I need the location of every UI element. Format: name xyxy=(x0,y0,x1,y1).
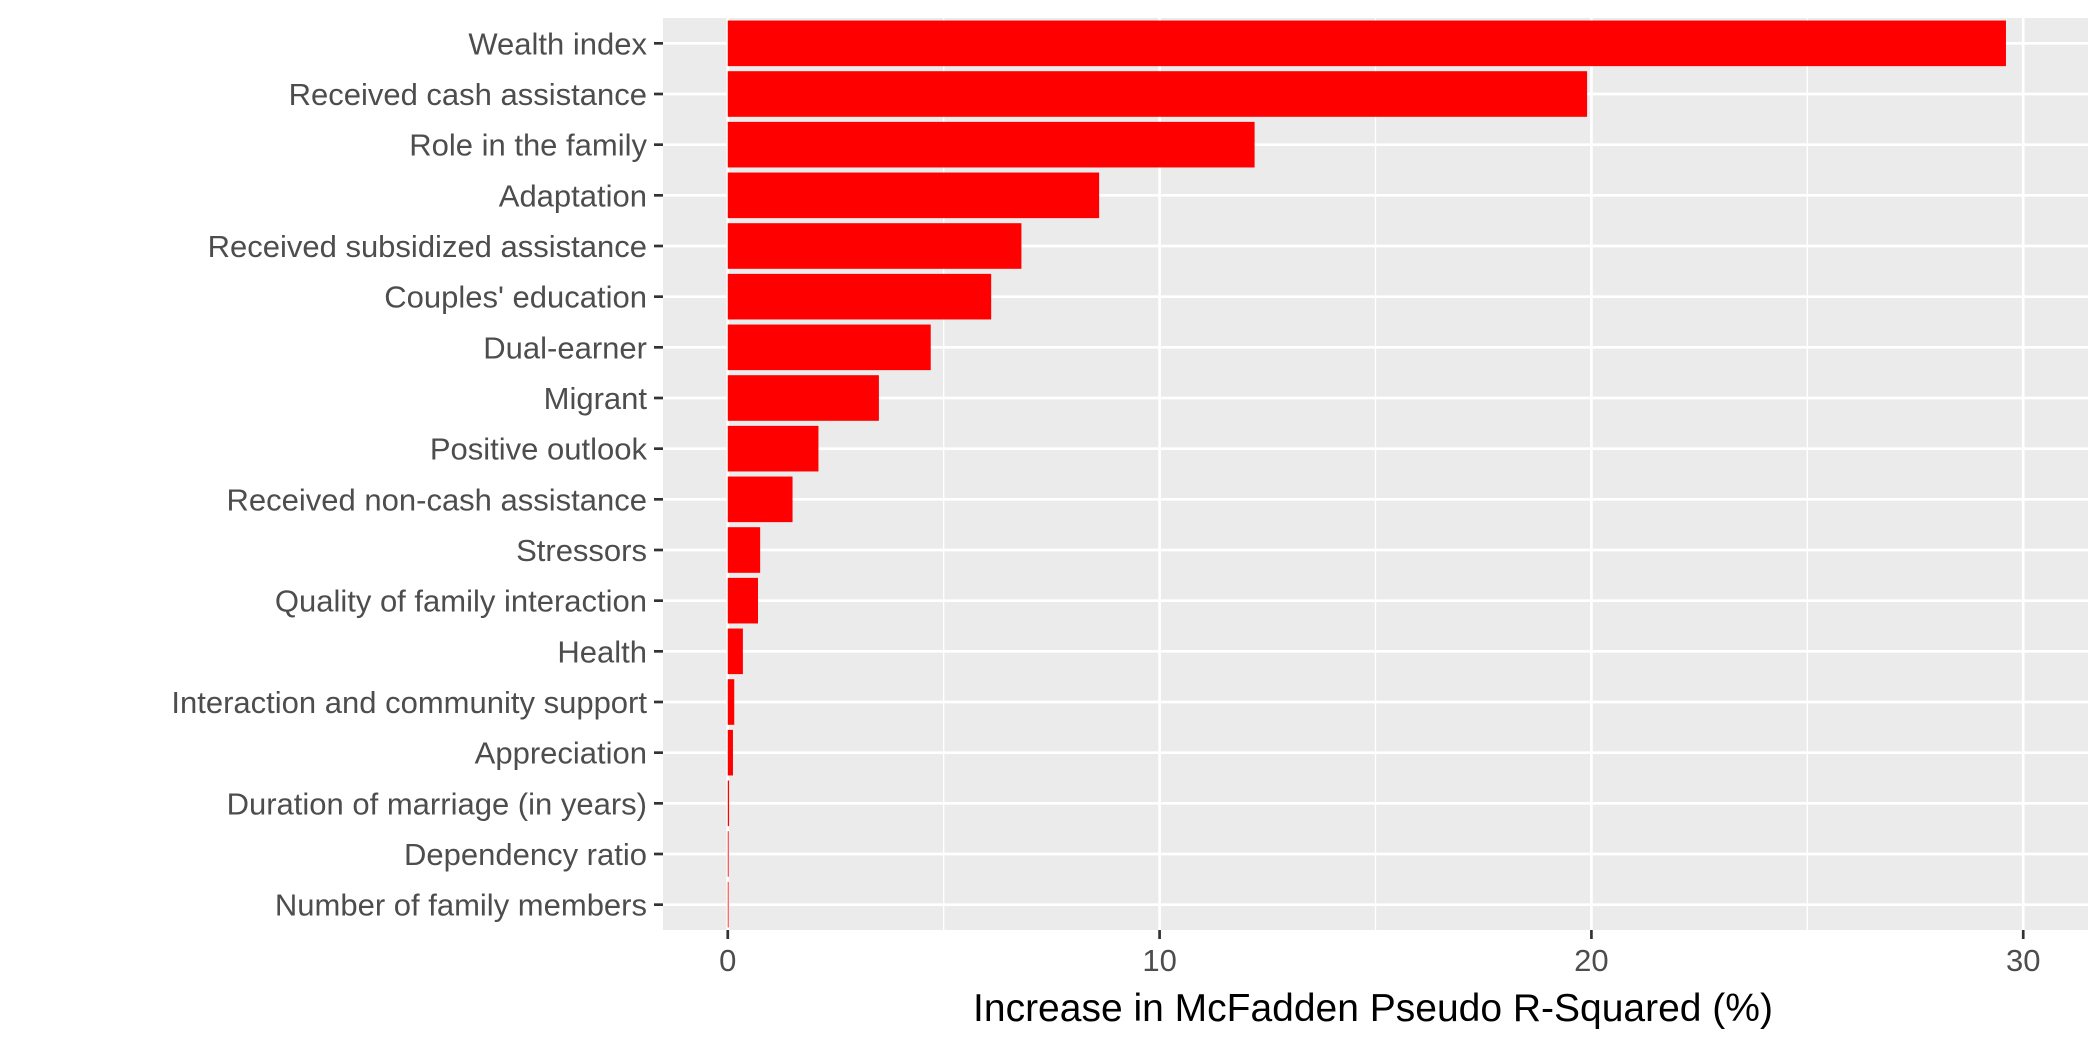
bar xyxy=(727,679,735,725)
x-tick-label: 30 xyxy=(2006,943,2040,978)
bar xyxy=(727,577,758,624)
y-tick-label: Appreciation xyxy=(475,736,647,771)
bar xyxy=(727,628,743,675)
x-tick-label: 0 xyxy=(719,943,736,978)
bar xyxy=(727,20,2006,67)
y-tick-label: Received cash assistance xyxy=(289,77,647,112)
bar xyxy=(727,223,1022,269)
bar xyxy=(727,375,879,421)
y-tick-label: Quality of family interaction xyxy=(275,584,647,619)
bar xyxy=(727,831,729,877)
bar xyxy=(727,476,793,523)
y-tick-label: Received non-cash assistance xyxy=(227,482,647,517)
bar xyxy=(727,172,1100,219)
y-tick-label: Dependency ratio xyxy=(404,837,647,872)
bar xyxy=(727,527,761,573)
y-tick-label: Stressors xyxy=(516,533,647,568)
bar xyxy=(727,729,733,776)
x-tick-label: 10 xyxy=(1142,943,1176,978)
y-tick-label: Adaptation xyxy=(499,178,647,213)
bar xyxy=(727,273,992,320)
y-tick-label: Migrant xyxy=(544,381,648,416)
y-tick-label: Health xyxy=(557,634,647,669)
y-tick-label: Dual-earner xyxy=(483,330,647,365)
y-tick-label: Role in the family xyxy=(409,128,647,163)
x-axis: 0 10 20 30 xyxy=(719,930,2040,978)
y-tick-label: Wealth index xyxy=(468,26,647,61)
bar xyxy=(727,881,729,928)
y-tick-label: Number of family members xyxy=(275,888,647,923)
bar xyxy=(727,121,1255,168)
y-axis: Wealth index Received cash assistance Role… xyxy=(171,26,663,923)
y-tick-label: Interaction and community support xyxy=(171,685,647,720)
x-tick-label: 20 xyxy=(1574,943,1608,978)
bars xyxy=(727,20,2006,928)
bar xyxy=(727,324,931,371)
y-tick-label: Couples' education xyxy=(384,280,647,315)
bar xyxy=(727,780,730,827)
y-tick-label: Positive outlook xyxy=(430,432,648,467)
bar xyxy=(727,425,819,472)
x-axis-title: Increase in McFadden Pseudo R-Squared (%… xyxy=(973,987,1773,1030)
y-tick-label: Duration of marriage (in years) xyxy=(227,786,647,821)
bar xyxy=(727,71,1588,117)
y-tick-label: Received subsidized assistance xyxy=(208,229,647,264)
